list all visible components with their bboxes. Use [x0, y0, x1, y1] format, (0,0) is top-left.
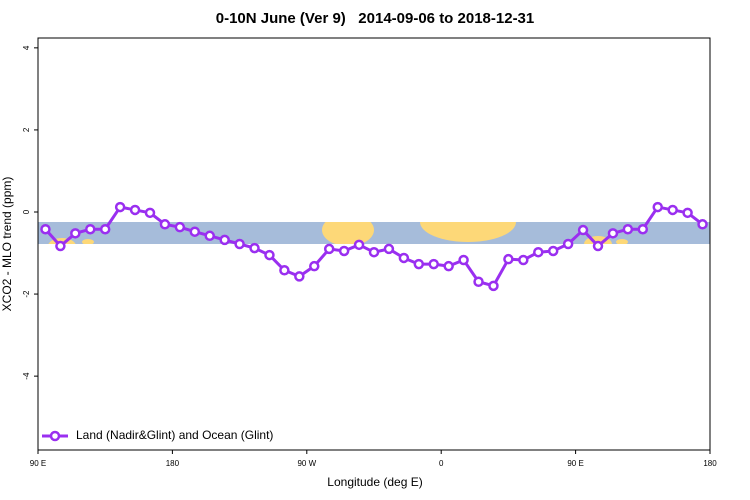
- data-point: [413, 258, 425, 270]
- x-tick-label: 180: [166, 459, 180, 468]
- data-point: [55, 240, 66, 252]
- data-point: [592, 240, 604, 252]
- data-point: [428, 258, 439, 270]
- data-point: [70, 228, 81, 239]
- data-point: [174, 221, 186, 233]
- data-point: [234, 238, 245, 250]
- y-tick-label: 2: [22, 127, 31, 132]
- data-point: [159, 219, 171, 230]
- x-tick-label: 90 E: [30, 459, 46, 468]
- legend-label: Land (Nadir&Glint) and Ocean (Glint): [76, 428, 273, 442]
- series-line: [44, 205, 704, 288]
- y-axis-label: XCO2 - MLO trend (ppm): [0, 177, 14, 312]
- data-point: [398, 252, 410, 264]
- y-tick-label: -4: [22, 372, 31, 380]
- x-tick-label: 0: [439, 459, 444, 468]
- data-point: [189, 226, 201, 237]
- data-point: [294, 271, 305, 282]
- data-point: [518, 254, 529, 266]
- data-point: [488, 280, 499, 292]
- data-point: [622, 223, 634, 235]
- data-point: [667, 204, 678, 216]
- data-point: [338, 245, 350, 257]
- data-point: [219, 234, 230, 246]
- data-point: [697, 219, 708, 230]
- y-tick-label: -2: [22, 290, 31, 298]
- data-point: [114, 201, 126, 213]
- plot-frame: [37, 37, 711, 451]
- y-tick-label: 4: [22, 45, 31, 50]
- data-point: [473, 276, 484, 288]
- data-point: [323, 243, 335, 255]
- x-tick-label: 90 E: [567, 459, 583, 468]
- data-point: [279, 265, 290, 276]
- data-point: [682, 207, 693, 219]
- x-axis-label: Longitude (deg E): [327, 475, 422, 489]
- data-point: [383, 243, 395, 255]
- data-point: [637, 223, 649, 235]
- legend-marker: [49, 430, 61, 442]
- data-point: [264, 249, 275, 261]
- data-point: [443, 260, 454, 272]
- x-tick-label: 90 W: [297, 459, 316, 468]
- data-point: [353, 239, 365, 251]
- chart-title: 0-10N June (Ver 9) 2014-09-06 to 2018-12…: [216, 10, 535, 27]
- data-point: [368, 246, 380, 258]
- data-point: [607, 228, 619, 239]
- data-point: [40, 223, 51, 235]
- data-point: [309, 260, 320, 272]
- data-point: [249, 242, 260, 254]
- data-point: [144, 207, 156, 219]
- data-point: [85, 223, 96, 235]
- data-point: [577, 224, 589, 236]
- y-tick-label: 0: [22, 209, 31, 214]
- data-point: [503, 253, 514, 265]
- data-point: [533, 246, 544, 258]
- data-point: [547, 245, 559, 257]
- data-point: [562, 238, 574, 250]
- x-tick-label: 180: [703, 459, 717, 468]
- data-point: [204, 230, 215, 242]
- data-point: [458, 254, 469, 266]
- data-point: [129, 204, 141, 216]
- data-point: [652, 201, 663, 213]
- data-point: [99, 223, 111, 235]
